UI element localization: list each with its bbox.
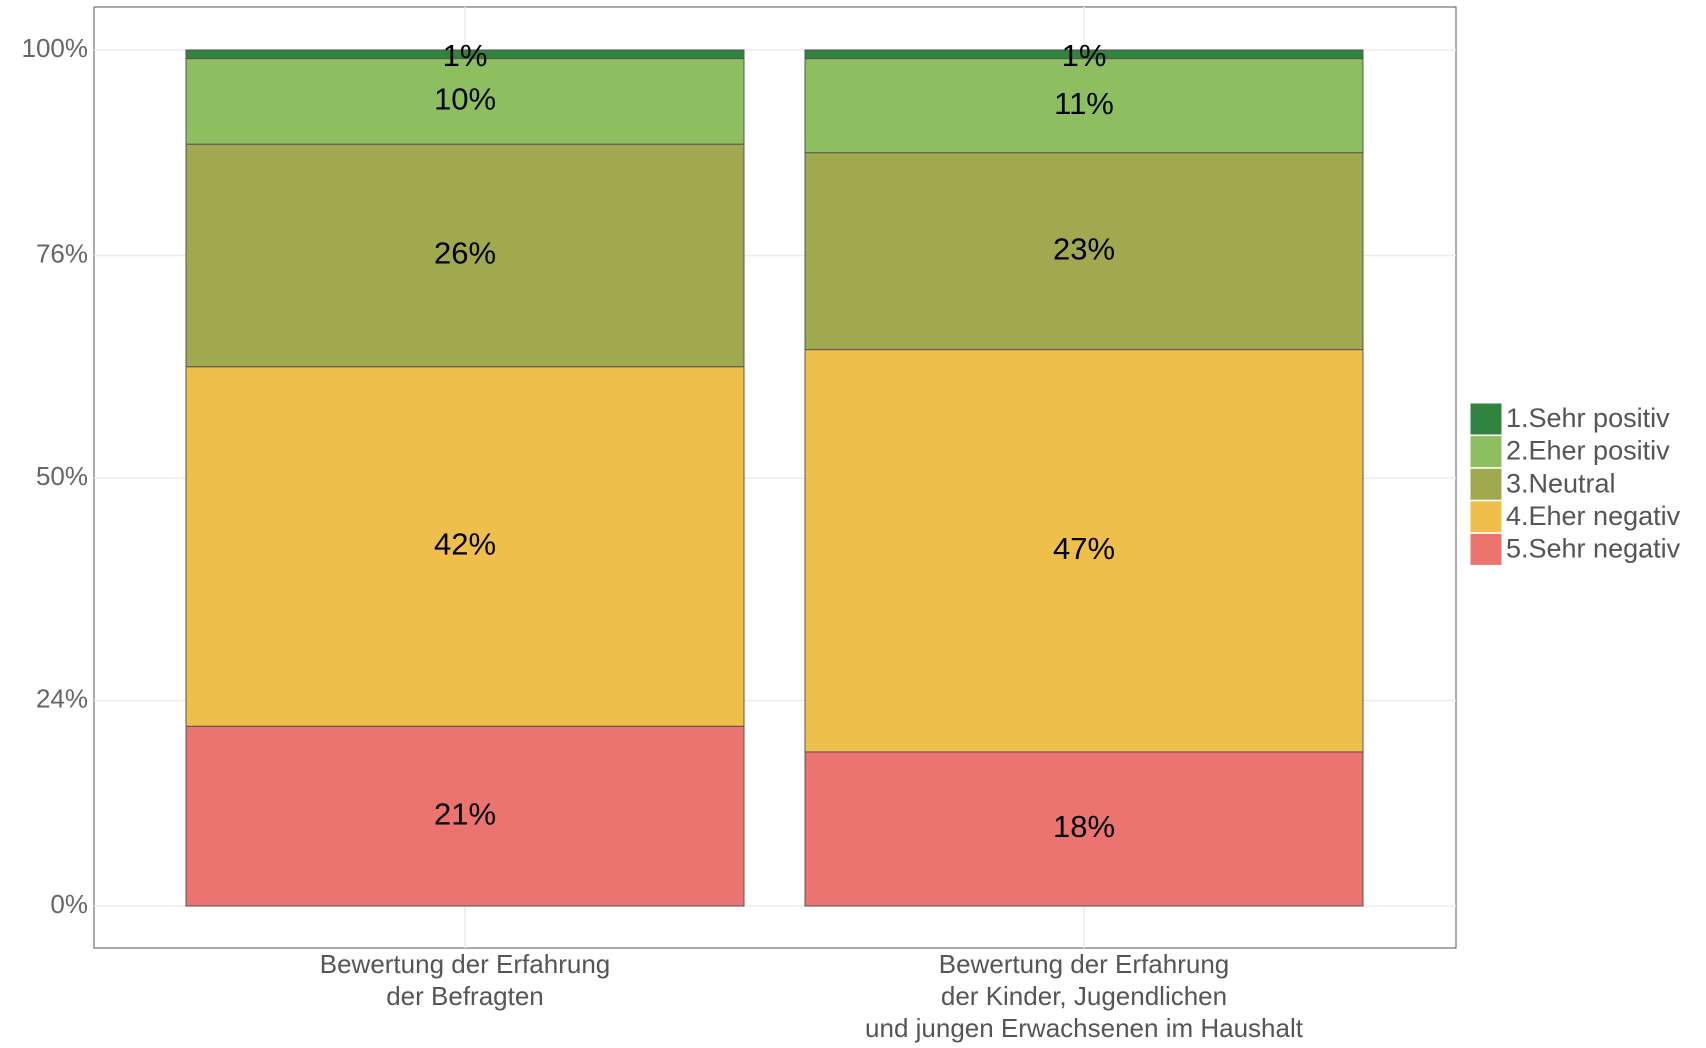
x-tick-line: Bewertung der Erfahrung <box>939 949 1230 979</box>
value-label: 21% <box>434 796 496 831</box>
bar-segment <box>804 349 1364 753</box>
bar-segment <box>185 366 745 727</box>
value-label: 11% <box>1054 86 1114 121</box>
value-label: 47% <box>1053 531 1115 566</box>
legend-label: 2.Eher positiv <box>1506 436 1670 466</box>
legend-key <box>1469 402 1503 436</box>
legend-label: 3.Neutral <box>1506 468 1616 498</box>
x-tick-label: Bewertung der Erfahrung der Befragten <box>320 949 611 1011</box>
bar-segment <box>804 751 1364 907</box>
bar-segment <box>185 725 745 907</box>
value-label: 42% <box>434 527 496 562</box>
value-label: 1% <box>1062 38 1107 73</box>
y-tick-label: 100% <box>22 33 89 63</box>
value-label: 18% <box>1053 809 1115 844</box>
bar-segment <box>804 152 1364 351</box>
x-tick-line: der Befragten <box>386 981 544 1011</box>
y-tick-label: 76% <box>36 238 88 268</box>
x-tick-line: Bewertung der Erfahrung <box>320 949 611 979</box>
value-label: 1% <box>443 38 488 73</box>
y-tick-label: 50% <box>36 461 88 491</box>
legend-key <box>1469 500 1503 534</box>
legend-label: 5.Sehr negativ <box>1506 534 1681 564</box>
legend-label: 1.Sehr positiv <box>1506 403 1670 433</box>
value-label: 23% <box>1053 231 1115 266</box>
legend-key <box>1469 435 1503 469</box>
bar-segment <box>185 58 745 145</box>
legend-key <box>1469 532 1503 566</box>
x-tick-label: Bewertung der Erfahrung der Kinder, Jugen… <box>865 949 1304 1043</box>
x-tick-line: und jungen Erwachsenen im Haushalt <box>865 1013 1304 1043</box>
bar-segment <box>185 49 745 60</box>
x-tick-line: der Kinder, Jugendlichen <box>941 981 1227 1011</box>
bar-segment <box>804 49 1364 60</box>
y-tick-label: 0% <box>50 889 88 919</box>
bar-segment <box>804 58 1364 154</box>
y-tick-label: 24% <box>36 683 88 713</box>
legend-label: 4.Eher negativ <box>1506 501 1681 531</box>
value-label: 10% <box>434 82 496 117</box>
value-label: 26% <box>434 236 496 271</box>
legend-key <box>1469 467 1503 501</box>
